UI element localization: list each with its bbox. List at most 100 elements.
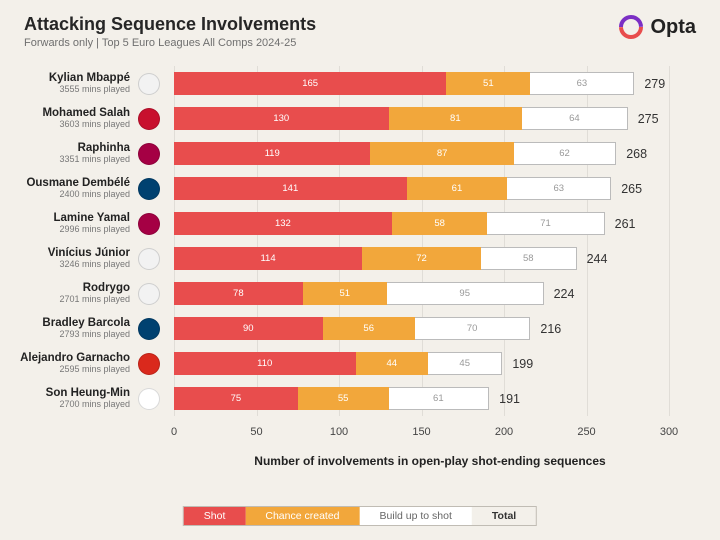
player-mins: 2793 mins played (0, 330, 130, 340)
club-badge (138, 178, 160, 200)
bar: 1416163 265 (174, 177, 642, 200)
total-value: 216 (540, 322, 561, 336)
chart-rows: Kylian Mbappé3555 mins played 165 51 63 279 M… (0, 66, 720, 416)
seg-shot: 75 (174, 387, 298, 410)
seg-build: 63 (530, 72, 634, 95)
seg-build: 71 (487, 212, 604, 235)
player-mins: 2701 mins played (0, 295, 130, 305)
player-name: Raphinha (0, 142, 130, 155)
seg-shot: 165 (174, 72, 446, 95)
seg-shot: 114 (174, 247, 362, 270)
seg-shot: 130 (174, 107, 389, 130)
total-value: 275 (638, 112, 659, 126)
seg-build: 95 (387, 282, 544, 305)
seg-shot: 119 (174, 142, 370, 165)
seg-build: 61 (389, 387, 490, 410)
player-label: Bradley Barcola2793 mins played (0, 317, 138, 340)
player-label: Alejandro Garnacho2595 mins played (0, 352, 138, 375)
player-row: Raphinha3351 mins played 1198762268 (0, 136, 720, 171)
seg-build: 64 (522, 107, 628, 130)
bar: 1308164275 (174, 107, 659, 130)
brand-logo: Opta (618, 14, 696, 40)
total-value: 261 (615, 217, 636, 231)
club-badge (138, 318, 160, 340)
player-name: Vinícius Júnior (0, 247, 130, 260)
club-badge (138, 73, 160, 95)
player-row: Ousmane Dembélé2400 mins played 1416163 26… (0, 171, 720, 206)
seg-chance: 55 (298, 387, 389, 410)
player-row: Lamine Yamal2996 mins played1325871261 (0, 206, 720, 241)
player-name: Ousmane Dembélé (0, 177, 130, 190)
seg-chance: 87 (370, 142, 514, 165)
total-value: 268 (626, 147, 647, 161)
x-tick: 100 (330, 426, 348, 438)
player-row: Kylian Mbappé3555 mins played1655163279 (0, 66, 720, 101)
seg-shot: 78 (174, 282, 303, 305)
x-axis-label: Number of involvements in open-play shot… (254, 454, 605, 468)
seg-build: 58 (481, 247, 577, 270)
x-tick: 50 (250, 426, 262, 438)
player-name: Bradley Barcola (0, 317, 130, 330)
club-badge (138, 213, 160, 235)
bar: 785195 224 (174, 282, 574, 305)
total-value: 224 (554, 287, 575, 301)
legend: Shot Chance created Build up to shot Tot… (183, 506, 537, 526)
chart-header: Attacking Sequence Involvements Forwards… (0, 0, 720, 53)
seg-chance: 51 (303, 282, 387, 305)
player-label: Son Heung-Min2700 mins played (0, 387, 138, 410)
club-badge (138, 283, 160, 305)
seg-build: 63 (507, 177, 611, 200)
legend-shot: Shot (184, 507, 246, 525)
player-row: Son Heung-Min2700 mins played 755561 191 (0, 381, 720, 416)
seg-shot: 141 (174, 177, 407, 200)
total-value: 279 (644, 77, 665, 91)
opta-icon (618, 14, 644, 40)
player-label: Raphinha3351 mins played (0, 142, 138, 165)
player-label: Vinícius Júnior3246 mins played (0, 247, 138, 270)
x-tick: 0 (171, 426, 177, 438)
x-tick: 150 (412, 426, 430, 438)
player-mins: 2996 mins played (0, 225, 130, 235)
bar: 1104445199 (174, 352, 533, 375)
seg-chance: 44 (356, 352, 429, 375)
seg-build: 70 (415, 317, 531, 340)
player-row: Rodrygo2701 mins played 785195 224 (0, 276, 720, 311)
club-badge (138, 248, 160, 270)
player-label: Kylian Mbappé3555 mins played (0, 72, 138, 95)
bar: 1655163279 (174, 72, 665, 95)
seg-shot: 90 (174, 317, 323, 340)
chart-subtitle: Forwards only | Top 5 Euro Leagues All C… (24, 37, 696, 49)
player-label: Ousmane Dembélé2400 mins played (0, 177, 138, 200)
x-tick: 300 (660, 426, 678, 438)
seg-chance: 61 (407, 177, 508, 200)
bar: 1147258244 (174, 247, 607, 270)
player-row: Vinícius Júnior3246 mins played114725824… (0, 241, 720, 276)
legend-total: Total (472, 507, 536, 525)
club-badge (138, 388, 160, 410)
player-row: Bradley Barcola2793 mins played 905670 216 (0, 311, 720, 346)
club-badge (138, 108, 160, 130)
player-label: Mohamed Salah3603 mins played (0, 107, 138, 130)
player-name: Rodrygo (0, 282, 130, 295)
player-row: Alejandro Garnacho2595 mins played 110444… (0, 346, 720, 381)
x-tick: 200 (495, 426, 513, 438)
player-name: Alejandro Garnacho (0, 352, 130, 365)
player-row: Mohamed Salah3603 mins played1308164275 (0, 101, 720, 136)
seg-shot: 110 (174, 352, 356, 375)
club-badge (138, 353, 160, 375)
player-mins: 3555 mins played (0, 85, 130, 95)
x-tick: 250 (577, 426, 595, 438)
seg-chance: 58 (392, 212, 488, 235)
player-label: Rodrygo2701 mins played (0, 282, 138, 305)
player-name: Mohamed Salah (0, 107, 130, 120)
total-value: 199 (512, 357, 533, 371)
player-mins: 3603 mins played (0, 120, 130, 130)
total-value: 265 (621, 182, 642, 196)
player-label: Lamine Yamal2996 mins played (0, 212, 138, 235)
total-value: 244 (587, 252, 608, 266)
total-value: 191 (499, 392, 520, 406)
bar: 1198762268 (174, 142, 647, 165)
seg-chance: 56 (323, 317, 415, 340)
bar: 1325871261 (174, 212, 635, 235)
player-mins: 2700 mins played (0, 400, 130, 410)
